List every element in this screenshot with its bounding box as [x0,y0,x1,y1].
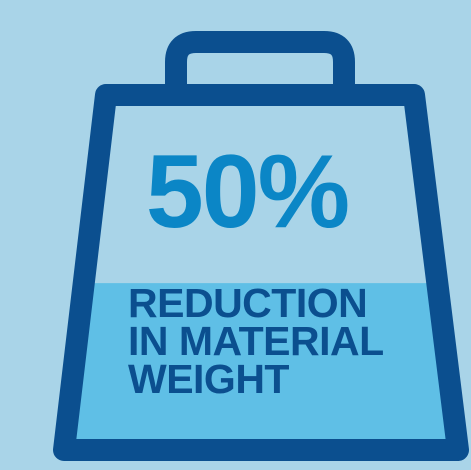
weight-handle [165,31,355,98]
caption-line-2: IN MATERIAL [128,318,384,364]
caption-text: REDUCTION IN MATERIAL WEIGHT [128,280,428,402]
caption-line-1: REDUCTION [128,280,368,326]
fill-level-shape [64,283,458,450]
caption-line-3: WEIGHT [128,356,289,402]
weight-body-outline [53,84,469,461]
percent-value: 50% [145,134,350,250]
